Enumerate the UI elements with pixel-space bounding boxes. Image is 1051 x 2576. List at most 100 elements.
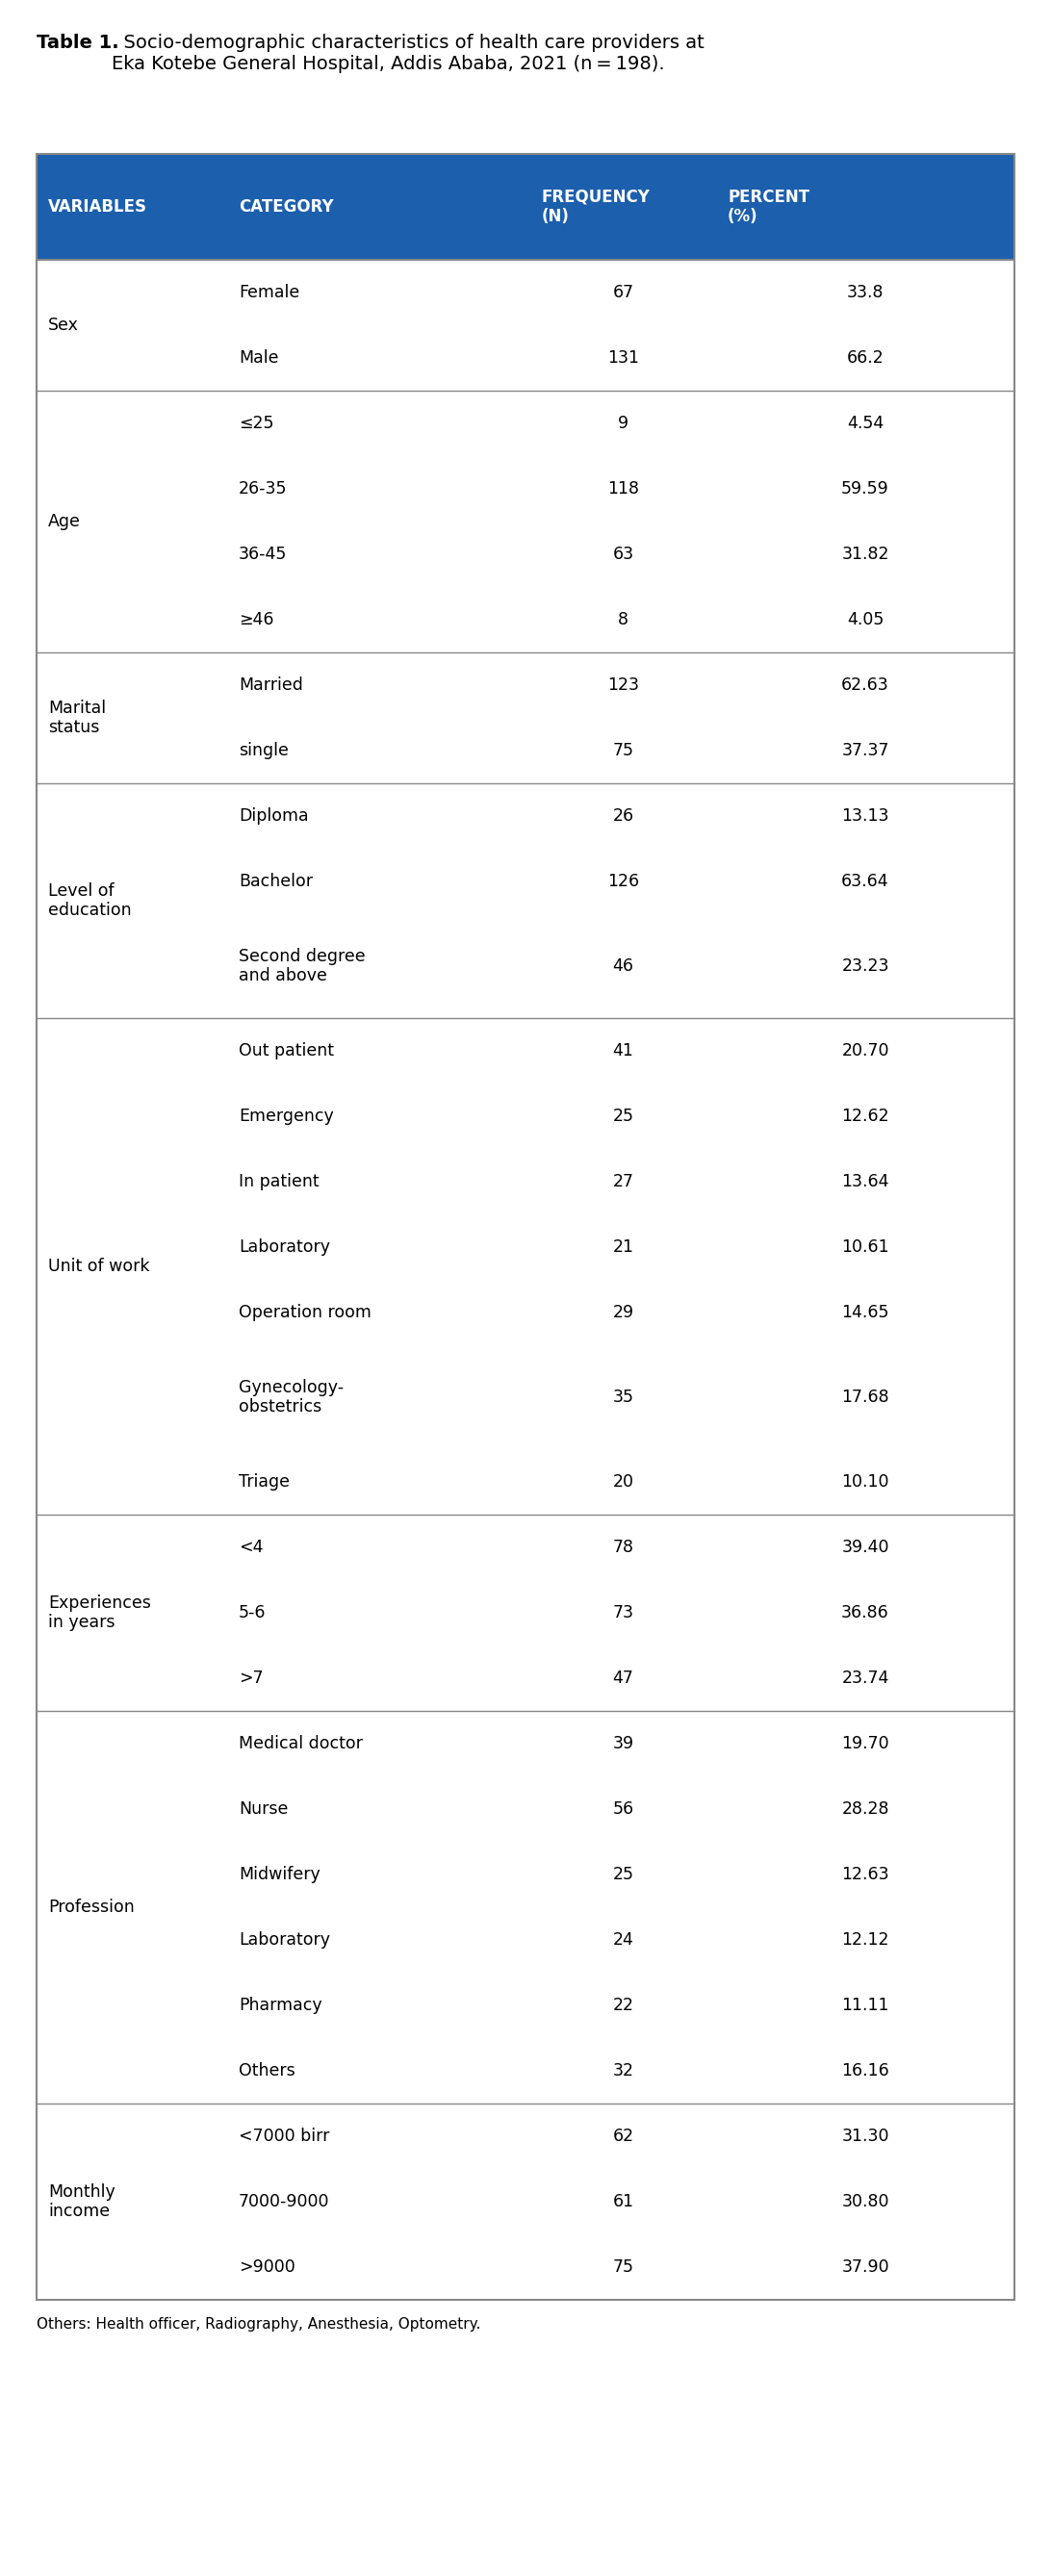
Text: 47: 47 [613, 1669, 634, 1687]
Text: 19.70: 19.70 [842, 1736, 889, 1752]
Bar [37, 1149, 1014, 1213]
Text: >9000: >9000 [239, 2259, 295, 2275]
Text: 62: 62 [613, 2128, 634, 2146]
Text: CATEGORY: CATEGORY [239, 198, 333, 216]
Text: 35: 35 [613, 1388, 634, 1406]
Text: 13.13: 13.13 [842, 806, 889, 824]
Text: 32: 32 [613, 2063, 634, 2079]
Text: Monthly
income: Monthly income [48, 2182, 116, 2221]
Text: Others: Health officer, Radiography, Anesthesia, Optometry.: Others: Health officer, Radiography, Ane… [37, 2318, 480, 2331]
Text: VARIABLES: VARIABLES [48, 198, 147, 216]
Text: 8: 8 [618, 611, 628, 629]
Text: 28.28: 28.28 [842, 1801, 889, 1819]
Text: Laboratory: Laboratory [239, 1932, 330, 1947]
Bar [37, 1842, 1014, 1906]
Bar [37, 155, 1014, 2300]
Text: In patient: In patient [239, 1172, 320, 1190]
Text: 46: 46 [613, 958, 634, 974]
Text: Second degree
and above: Second degree and above [239, 948, 366, 984]
Bar [37, 914, 1014, 1018]
Bar [37, 155, 1014, 260]
Bar [37, 652, 1014, 719]
Text: 23.23: 23.23 [842, 958, 889, 974]
Text: 23.74: 23.74 [842, 1669, 889, 1687]
Text: 10.61: 10.61 [842, 1239, 889, 1255]
Text: 118: 118 [607, 479, 639, 497]
Text: 29: 29 [613, 1303, 634, 1321]
Bar [37, 1646, 1014, 1710]
Text: 12.12: 12.12 [842, 1932, 889, 1947]
Text: Married: Married [239, 677, 303, 693]
Text: 67: 67 [613, 283, 634, 301]
Bar [37, 1345, 1014, 1450]
Text: 63: 63 [613, 546, 634, 564]
Bar [37, 587, 1014, 652]
Text: 4.05: 4.05 [847, 611, 884, 629]
Text: 14.65: 14.65 [842, 1303, 889, 1321]
Bar [37, 325, 1014, 392]
Text: Profession: Profession [48, 1899, 135, 1917]
Text: Age: Age [48, 513, 81, 531]
Text: 30.80: 30.80 [842, 2192, 889, 2210]
Text: 5-6: 5-6 [239, 1605, 266, 1620]
Text: Laboratory: Laboratory [239, 1239, 330, 1255]
Text: 31.30: 31.30 [842, 2128, 889, 2146]
Text: Medical doctor: Medical doctor [239, 1736, 363, 1752]
Bar [37, 1280, 1014, 1345]
Bar [37, 1018, 1014, 1084]
Bar [37, 783, 1014, 848]
Bar [37, 1450, 1014, 1515]
Text: 21: 21 [613, 1239, 634, 1255]
Bar [37, 1777, 1014, 1842]
Text: 62.63: 62.63 [841, 677, 889, 693]
Text: 25: 25 [613, 1865, 634, 1883]
Text: Others: Others [239, 2063, 295, 2079]
Bar [37, 1710, 1014, 1777]
Text: 39.40: 39.40 [842, 1538, 889, 1556]
Text: 75: 75 [613, 2259, 634, 2275]
Text: Table 1.: Table 1. [37, 33, 119, 52]
Text: Bachelor: Bachelor [239, 873, 313, 891]
Text: 17.68: 17.68 [842, 1388, 889, 1406]
Text: FREQUENCY
(N): FREQUENCY (N) [542, 188, 651, 227]
Text: 12.62: 12.62 [842, 1108, 889, 1126]
Text: Midwifery: Midwifery [239, 1865, 321, 1883]
Text: Nurse: Nurse [239, 1801, 288, 1819]
Text: Emergency: Emergency [239, 1108, 334, 1126]
Text: 20.70: 20.70 [842, 1043, 889, 1059]
Text: 4.54: 4.54 [847, 415, 884, 433]
Text: Diploma: Diploma [239, 806, 309, 824]
Bar [37, 848, 1014, 914]
Text: 78: 78 [613, 1538, 634, 1556]
Text: 10.10: 10.10 [842, 1473, 889, 1492]
Text: 9: 9 [618, 415, 628, 433]
Bar [37, 1973, 1014, 2038]
Bar [37, 1579, 1014, 1646]
Text: Operation room: Operation room [239, 1303, 371, 1321]
Text: ≤25: ≤25 [239, 415, 274, 433]
Text: 27: 27 [613, 1172, 634, 1190]
Bar [37, 719, 1014, 783]
Text: 36.86: 36.86 [841, 1605, 889, 1620]
Text: 59.59: 59.59 [841, 479, 889, 497]
Text: 36-45: 36-45 [239, 546, 287, 564]
Text: 11.11: 11.11 [842, 1996, 889, 2014]
Text: <4: <4 [239, 1538, 263, 1556]
Text: 33.8: 33.8 [847, 283, 884, 301]
Text: 16.16: 16.16 [841, 2063, 889, 2079]
Text: Female: Female [239, 283, 300, 301]
Text: >7: >7 [239, 1669, 264, 1687]
Text: Pharmacy: Pharmacy [239, 1996, 322, 2014]
Text: 22: 22 [613, 1996, 634, 2014]
Bar [37, 2105, 1014, 2169]
Text: 37.37: 37.37 [842, 742, 889, 760]
Text: 26: 26 [613, 806, 634, 824]
Text: 12.63: 12.63 [842, 1865, 889, 1883]
Bar [37, 260, 1014, 325]
Text: 63.64: 63.64 [842, 873, 889, 891]
Text: 24: 24 [613, 1932, 634, 1947]
Bar [37, 520, 1014, 587]
Bar [37, 1906, 1014, 1973]
Text: Unit of work: Unit of work [48, 1257, 149, 1275]
Text: 131: 131 [607, 350, 639, 366]
